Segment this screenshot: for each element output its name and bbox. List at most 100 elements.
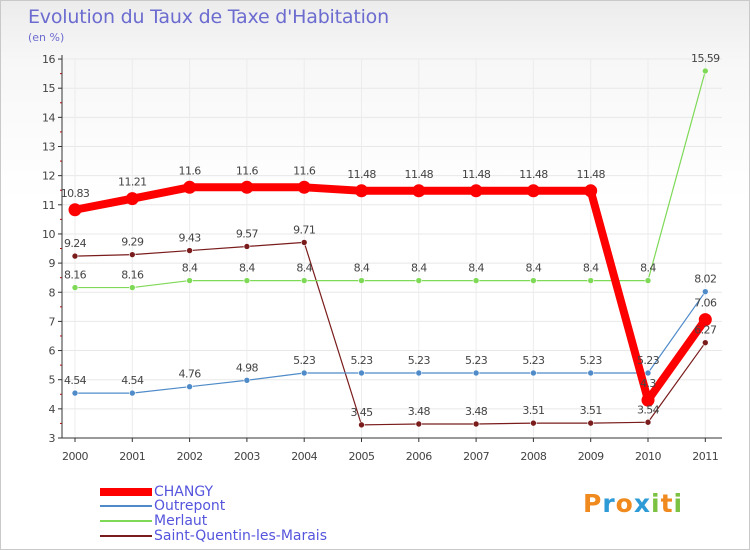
y-tick-label: 11 xyxy=(42,199,55,212)
data-label-outrepont: 4.54 xyxy=(121,374,144,387)
data-point-saint-quentin-les-marais xyxy=(358,421,365,429)
data-label-changy: 11.48 xyxy=(347,168,376,181)
x-tick-label: 2000 xyxy=(62,450,88,463)
data-point-changy xyxy=(297,180,311,194)
data-point-merlaut xyxy=(71,284,79,291)
data-label-saint-quentin-les-marais: 9.71 xyxy=(293,223,315,236)
y-tick-label: 12 xyxy=(42,170,55,183)
data-point-saint-quentin-les-marais xyxy=(530,419,537,427)
data-label-merlaut: 8.4 xyxy=(354,262,370,275)
legend-label-merlaut: Merlaut xyxy=(154,513,208,529)
data-label-changy: 11.21 xyxy=(118,176,147,189)
data-point-saint-quentin-les-marais xyxy=(186,247,193,254)
series-line-outrepont xyxy=(74,291,706,394)
y-tick-label: 5 xyxy=(49,374,56,387)
data-label-changy: 11.48 xyxy=(576,168,605,181)
chart-title: Evolution du Taux de Taxe d'Habitation xyxy=(28,6,389,28)
logo-letter: o xyxy=(615,489,634,518)
x-tick-label: 2011 xyxy=(692,450,718,463)
data-label-changy: 7.06 xyxy=(694,297,717,310)
data-label-merlaut: 15.59 xyxy=(691,52,720,65)
data-label-changy: 11.48 xyxy=(462,168,491,181)
data-label-changy: 11.48 xyxy=(519,168,548,181)
logo-letter: x xyxy=(633,489,651,518)
proxiti-logo: Proxiti xyxy=(583,489,683,518)
data-label-changy: 10.83 xyxy=(61,187,90,200)
data-point-merlaut xyxy=(358,277,365,284)
series-line-changy xyxy=(71,183,710,405)
data-point-changy xyxy=(412,184,426,198)
logo-letter: P xyxy=(583,489,603,518)
logo-letter: r xyxy=(602,489,616,518)
legend-swatch-changy xyxy=(100,488,152,496)
y-tick-label: 6 xyxy=(49,345,56,358)
data-label-saint-quentin-les-marais: 6.27 xyxy=(694,324,717,337)
data-label-merlaut: 8.16 xyxy=(64,269,87,282)
data-point-saint-quentin-les-marais xyxy=(701,339,709,346)
y-tick-label: 15 xyxy=(42,82,55,95)
data-point-outrepont xyxy=(644,369,652,377)
data-point-saint-quentin-les-marais xyxy=(129,251,136,258)
logo-letter: i xyxy=(651,489,661,518)
data-point-changy xyxy=(183,180,197,194)
series-line-saint-quentin-les-marais xyxy=(74,241,706,426)
y-tick-label: 16 xyxy=(42,53,55,66)
x-tick-label: 2006 xyxy=(406,450,432,463)
legend-item-merlaut: Merlaut xyxy=(100,513,360,529)
y-tick-label: 7 xyxy=(49,315,56,328)
data-point-saint-quentin-les-marais xyxy=(71,252,79,260)
data-label-merlaut: 8.4 xyxy=(468,262,484,275)
data-point-merlaut xyxy=(300,277,308,284)
data-label-changy: 4.3 xyxy=(640,377,656,390)
data-point-outrepont xyxy=(300,369,308,377)
data-label-changy: 11.6 xyxy=(179,164,202,177)
legend-label-changy: CHANGY xyxy=(154,484,214,500)
data-label-merlaut: 8.4 xyxy=(182,262,198,275)
data-label-outrepont: 5.23 xyxy=(408,354,431,367)
data-point-changy xyxy=(698,313,712,327)
data-label-outrepont: 5.23 xyxy=(293,354,316,367)
logo-letter: t xyxy=(660,489,674,518)
data-point-changy xyxy=(641,393,655,407)
data-point-changy xyxy=(240,180,254,194)
x-tick-label: 2002 xyxy=(177,450,203,463)
data-point-merlaut xyxy=(472,277,480,284)
x-tick-label: 2004 xyxy=(291,450,317,463)
data-point-outrepont xyxy=(358,369,365,377)
data-point-merlaut xyxy=(186,277,193,284)
data-point-outrepont xyxy=(701,288,709,295)
y-tick-label: 8 xyxy=(49,286,56,299)
data-point-merlaut xyxy=(415,277,423,284)
data-label-changy: 11.48 xyxy=(405,168,434,181)
data-point-changy xyxy=(584,184,598,198)
series-line-merlaut xyxy=(74,70,706,289)
legend-label-outrepont: Outrepont xyxy=(154,498,226,514)
data-point-saint-quentin-les-marais xyxy=(587,419,595,427)
legend-swatch-merlaut xyxy=(100,520,152,522)
data-label-merlaut: 8.4 xyxy=(239,262,255,275)
data-point-outrepont xyxy=(129,389,136,397)
data-label-outrepont: 5.23 xyxy=(465,354,488,367)
data-point-changy xyxy=(469,184,483,198)
data-point-outrepont xyxy=(71,389,79,397)
data-point-merlaut xyxy=(243,277,251,284)
data-point-merlaut xyxy=(587,277,595,284)
data-point-outrepont xyxy=(415,369,423,377)
x-tick-label: 2010 xyxy=(635,450,661,463)
data-point-saint-quentin-les-marais xyxy=(472,420,480,428)
data-point-changy xyxy=(355,184,368,198)
y-tick-label: 9 xyxy=(49,257,56,270)
data-label-saint-quentin-les-marais: 9.43 xyxy=(179,232,202,245)
data-point-saint-quentin-les-marais xyxy=(243,243,251,250)
data-label-merlaut: 8.4 xyxy=(583,262,599,275)
data-label-saint-quentin-les-marais: 3.51 xyxy=(522,404,544,417)
data-label-outrepont: 5.23 xyxy=(580,354,603,367)
data-label-saint-quentin-les-marais: 3.54 xyxy=(637,403,660,416)
chart-subtitle: (en %) xyxy=(28,31,65,44)
data-point-changy xyxy=(68,203,82,217)
data-point-outrepont xyxy=(186,383,193,390)
data-label-outrepont: 5.23 xyxy=(522,354,545,367)
legend-item-outrepont: Outrepont xyxy=(100,498,360,514)
data-point-outrepont xyxy=(530,369,537,377)
data-label-outrepont: 4.98 xyxy=(236,361,259,374)
